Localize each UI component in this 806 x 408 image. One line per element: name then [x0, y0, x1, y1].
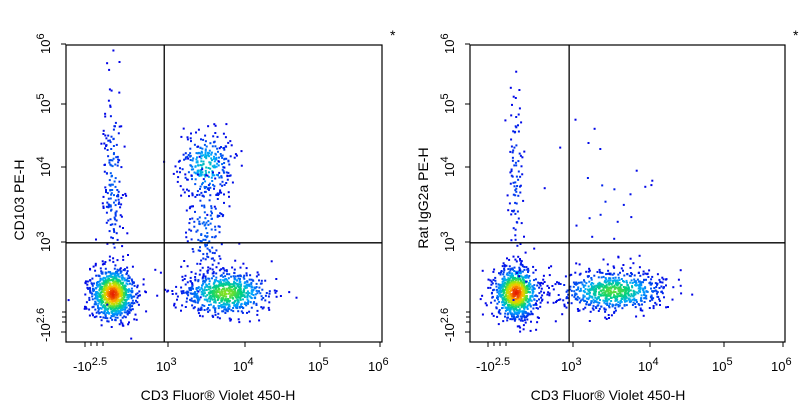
density-dots-layer [67, 49, 298, 340]
plot-panel-isotype: -102.5 103 104 105 106 -102.6 103 104 105 106 * C… [415, 27, 799, 403]
y-tick-label: 104 [35, 156, 53, 177]
y-axis-label: Rat IgG2a PE-H [415, 147, 431, 248]
cell-population-cluster [100, 49, 129, 306]
x-tick-label: -102.5 [476, 356, 510, 374]
x-tick-label: 103 [156, 356, 177, 374]
x-tick-label: 106 [771, 356, 792, 374]
x-tick-label: 105 [308, 356, 329, 374]
y-tick-label: 103 [439, 231, 457, 252]
x-tick-label: 106 [368, 356, 389, 374]
plot-frame [469, 44, 786, 343]
x-axis-label: CD3 Fluor® Violet 450-H [141, 387, 296, 403]
cell-population-cluster [504, 70, 526, 301]
x-tick-label: -102.5 [73, 356, 107, 374]
cell-population-cluster [479, 247, 557, 333]
y-tick-label: 106 [439, 33, 457, 54]
cell-population-cluster [518, 254, 694, 322]
density-dots-layer [479, 70, 694, 333]
x-tick-label: 104 [233, 356, 254, 374]
corner-asterisk: * [390, 27, 396, 43]
y-tick-label: 106 [35, 33, 53, 54]
plot-panel-cd103: -102.5 103 104 105 106 -102.6 103 104 105 106 * C… [11, 27, 396, 403]
y-tick-label: 103 [35, 231, 53, 252]
y-tick-label: 105 [35, 93, 53, 114]
cell-population-cluster [543, 118, 654, 275]
x-tick-label: 104 [638, 356, 659, 374]
y-tick-label: 104 [439, 156, 457, 177]
x-tick-label: 103 [561, 356, 582, 374]
y-tick-label: -102.6 [35, 308, 53, 342]
cell-population-cluster [154, 260, 298, 324]
x-axis-label: CD3 Fluor® Violet 450-H [531, 387, 686, 403]
y-tick-label: 105 [439, 93, 457, 114]
corner-asterisk: * [793, 27, 799, 43]
y-axis-label: CD103 PE-H [11, 160, 27, 241]
plot-frame [65, 44, 383, 343]
y-tick-label: -102.6 [439, 308, 457, 342]
axis-ticks: -102.5 103 104 105 106 -102.6 103 104 105 106 [439, 33, 792, 374]
x-tick-label: 105 [712, 356, 733, 374]
axis-ticks: -102.5 103 104 105 106 -102.6 103 104 105 106 [35, 33, 389, 374]
cell-population-cluster [67, 238, 148, 340]
cell-population-cluster [172, 145, 241, 299]
